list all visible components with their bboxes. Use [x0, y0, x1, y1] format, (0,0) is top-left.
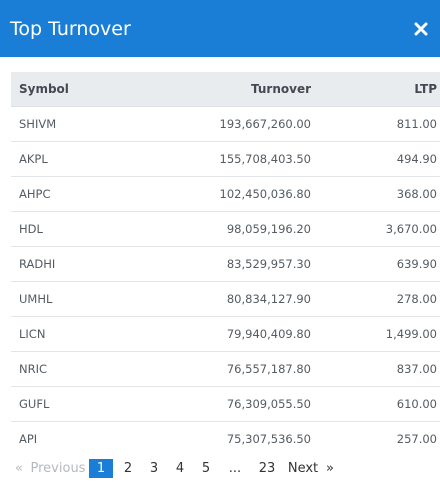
- cell-symbol: GUFL: [11, 386, 169, 422]
- previous-page-button[interactable]: Previous: [30, 460, 86, 476]
- cell-turnover: 155,708,403.50: [169, 141, 311, 177]
- cell-symbol: AKPL: [11, 141, 169, 177]
- cell-turnover: 75,307,536.50: [226, 432, 311, 447]
- table-row[interactable]: HDL 98,059,196.20 3,670.00: [11, 211, 440, 247]
- column-header-ltp[interactable]: LTP: [311, 72, 440, 107]
- modal-title: Top Turnover: [10, 18, 131, 40]
- page-button-1[interactable]: 1: [89, 458, 113, 478]
- page-button-4[interactable]: 4: [175, 460, 185, 476]
- turnover-table: Symbol Turnover LTP SHIVM 193,667,260.00…: [11, 72, 440, 457]
- cell-symbol: LICN: [11, 316, 169, 352]
- cell-ltp: 494.90: [311, 141, 440, 177]
- table-row[interactable]: AHPC 102,450,036.80 368.00: [11, 176, 440, 212]
- cell-turnover: 79,940,409.80: [169, 316, 311, 352]
- column-header-symbol[interactable]: Symbol: [11, 72, 169, 107]
- turnover-table-container: Symbol Turnover LTP SHIVM 193,667,260.00…: [11, 72, 440, 457]
- cell-turnover: 76,309,055.50: [169, 386, 311, 422]
- table-row[interactable]: RADHI 83,529,957.30 639.90: [11, 246, 440, 282]
- cell-ltp: 278.00: [311, 281, 440, 317]
- cell-turnover: 193,667,260.00: [169, 106, 311, 142]
- cell-ltp: 257.00: [396, 432, 437, 447]
- table-row[interactable]: API 75,307,536.50 257.00: [11, 422, 440, 457]
- table-row[interactable]: UMHL 80,834,127.90 278.00: [11, 281, 440, 317]
- table-row[interactable]: NRIC 76,557,187.80 837.00: [11, 351, 440, 387]
- cell-symbol: API: [19, 432, 38, 447]
- previous-arrow-icon: «: [15, 460, 23, 476]
- table-row[interactable]: AKPL 155,708,403.50 494.90: [11, 141, 440, 177]
- cell-symbol: UMHL: [11, 281, 169, 317]
- cell-turnover: 102,450,036.80: [169, 176, 311, 212]
- cell-ltp: 837.00: [311, 351, 440, 387]
- modal-header: Top Turnover: [0, 0, 440, 57]
- cell-turnover: 83,529,957.30: [169, 246, 311, 282]
- cell-symbol: HDL: [11, 211, 169, 247]
- column-header-turnover[interactable]: Turnover: [169, 72, 311, 107]
- table-row[interactable]: GUFL 76,309,055.50 610.00: [11, 386, 440, 422]
- cell-symbol: RADHI: [11, 246, 169, 282]
- table-row[interactable]: SHIVM 193,667,260.00 811.00: [11, 106, 440, 142]
- cell-symbol: NRIC: [11, 351, 169, 387]
- cell-ltp: 811.00: [311, 106, 440, 142]
- cell-ltp: 368.00: [311, 176, 440, 212]
- table-header-row: Symbol Turnover LTP: [11, 72, 440, 107]
- cell-ltp: 610.00: [311, 386, 440, 422]
- cell-symbol: SHIVM: [11, 106, 169, 142]
- cell-ltp: 639.90: [311, 246, 440, 282]
- table-row[interactable]: LICN 79,940,409.80 1,499.00: [11, 316, 440, 352]
- cell-turnover: 98,059,196.20: [169, 211, 311, 247]
- cell-ltp: 1,499.00: [311, 316, 440, 352]
- page-button-5[interactable]: 5: [201, 460, 211, 476]
- cell-turnover: 76,557,187.80: [169, 351, 311, 387]
- page-button-23[interactable]: 23: [258, 460, 276, 476]
- cell-symbol: AHPC: [11, 176, 169, 212]
- page-ellipsis: ...: [228, 460, 242, 476]
- cell-turnover: 80,834,127.90: [169, 281, 311, 317]
- next-arrow-icon[interactable]: »: [326, 460, 334, 476]
- close-button[interactable]: [410, 16, 432, 42]
- pagination: « Previous 1 2 3 4 5 ... 23 Next »: [11, 458, 337, 478]
- page-button-3[interactable]: 3: [149, 460, 159, 476]
- close-icon: [414, 22, 428, 36]
- cell-ltp: 3,670.00: [311, 211, 440, 247]
- next-page-button[interactable]: Next: [287, 460, 319, 476]
- page-button-2[interactable]: 2: [123, 460, 133, 476]
